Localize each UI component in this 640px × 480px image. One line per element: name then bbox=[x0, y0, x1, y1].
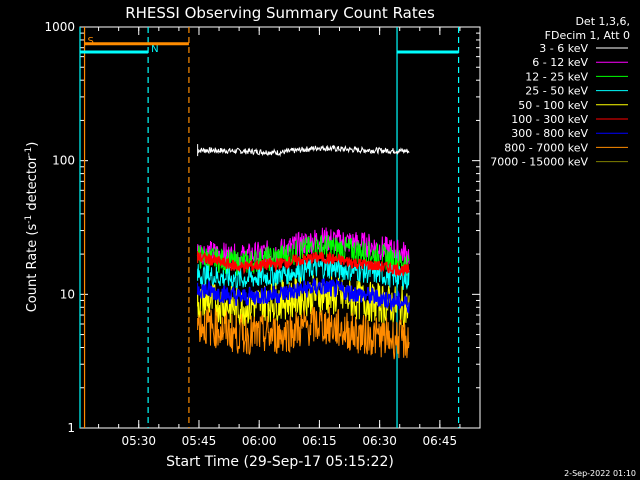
y-tick-label: 1000 bbox=[44, 20, 75, 34]
legend-header-line-1: Det 1,3,6, bbox=[575, 15, 630, 28]
legend-entry-label: 3 - 6 keV bbox=[539, 42, 588, 55]
y-tick-label: 10 bbox=[60, 287, 75, 301]
x-tick-label: 05:30 bbox=[121, 434, 156, 448]
series-line bbox=[197, 144, 410, 158]
event-marker-label: S bbox=[88, 36, 94, 47]
y-axis-label-sup-2: -1 bbox=[24, 147, 34, 156]
axes-frame bbox=[79, 26, 481, 429]
legend-entry-label: 800 - 7000 keV bbox=[504, 141, 588, 154]
legend-entry-label: 6 - 12 keV bbox=[532, 56, 588, 69]
x-tick-label: 06:30 bbox=[362, 434, 397, 448]
y-tick-label: 100 bbox=[52, 154, 75, 168]
y-axis-label-part-3: ) bbox=[25, 142, 40, 147]
legend-entry-label: 25 - 50 keV bbox=[525, 85, 588, 98]
legend-entry-label: 100 - 300 keV bbox=[511, 113, 588, 126]
date-stamp: 2-Sep-2022 01:10 bbox=[564, 469, 636, 478]
y-axis-label: Count Rate (s-1 detector-1) bbox=[24, 142, 40, 313]
chart-title: RHESSI Observing Summary Count Rates bbox=[125, 4, 435, 22]
legend-header-line-2: FDecim 1, Att 0 bbox=[545, 29, 630, 42]
y-axis-label-sup-1: -1 bbox=[24, 215, 34, 224]
series-line bbox=[196, 278, 410, 314]
event-marker-label: N bbox=[151, 44, 158, 55]
x-tick-label: 06:00 bbox=[242, 434, 277, 448]
x-axis-label: Start Time (29-Sep-17 05:15:22) bbox=[166, 454, 394, 470]
legend-entry-label: 50 - 100 keV bbox=[518, 99, 588, 112]
legend-entry-label: 7000 - 15000 keV bbox=[490, 156, 588, 169]
y-tick-label: 1 bbox=[67, 421, 75, 435]
x-tick-label: 06:45 bbox=[423, 434, 458, 448]
y-axis-label-part-2: detector bbox=[25, 155, 40, 215]
series-line bbox=[197, 306, 410, 360]
series-line bbox=[196, 251, 410, 277]
plot-area: 1 10 100 1000 05:30 05:45 06:00 06:15 06:30 06:45… bbox=[44, 20, 481, 448]
x-tick-label: 05:45 bbox=[182, 434, 217, 448]
legend-entry-label: 12 - 25 keV bbox=[525, 70, 588, 83]
series-line bbox=[197, 275, 410, 328]
y-axis-label-part-1: Count Rate (s bbox=[25, 224, 40, 313]
legend-entry-label: 300 - 800 keV bbox=[511, 127, 588, 140]
x-tick-label: 06:15 bbox=[302, 434, 337, 448]
